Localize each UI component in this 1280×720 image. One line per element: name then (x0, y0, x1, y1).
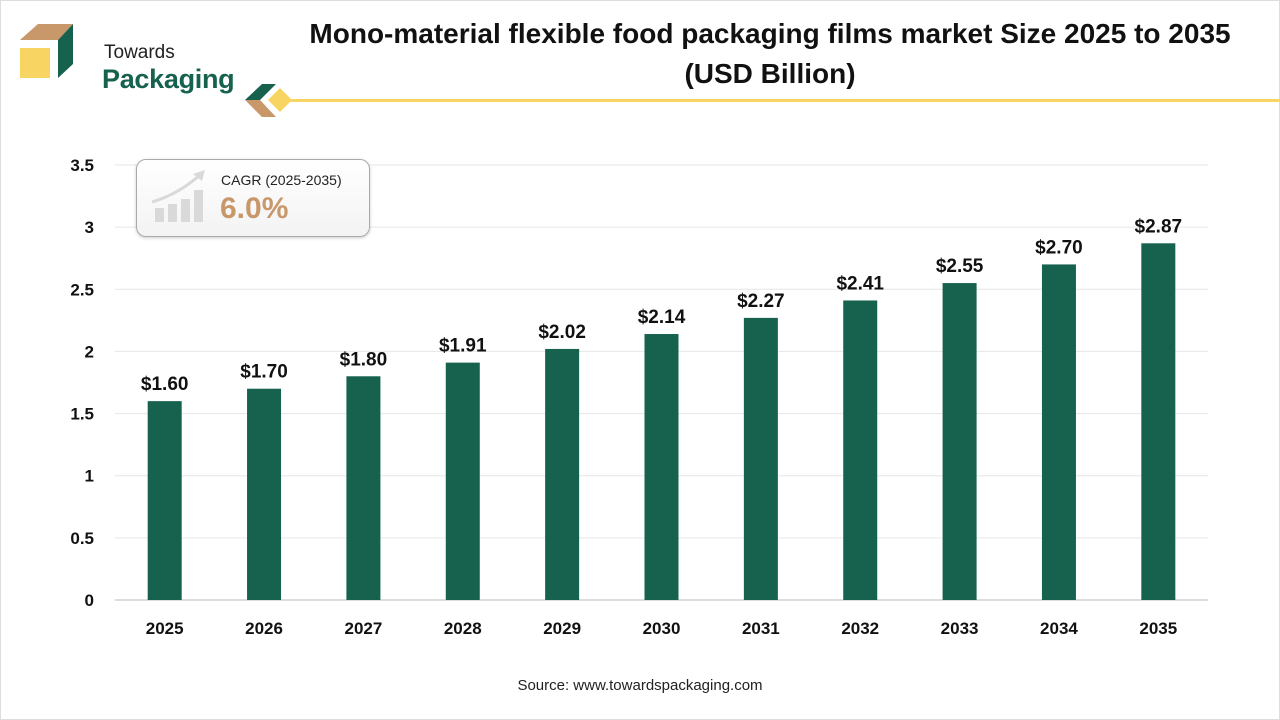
y-tick-label: 2.5 (70, 280, 94, 299)
bar (445, 362, 480, 600)
x-tick-label: 2033 (941, 619, 979, 638)
bar (545, 348, 580, 600)
cagr-value: 6.0% (220, 192, 289, 225)
x-tick-label: 2030 (643, 619, 681, 638)
y-tick-label: 3.5 (70, 156, 94, 175)
x-tick-label: 2025 (146, 619, 184, 638)
y-tick-label: 3 (85, 218, 94, 237)
bar (1141, 243, 1176, 601)
y-tick-label: 1 (85, 467, 94, 486)
x-tick-label: 2028 (444, 619, 482, 638)
data-label: $2.41 (836, 273, 884, 294)
y-tick-label: 0 (85, 591, 94, 610)
data-label: $1.60 (141, 374, 189, 395)
y-tick-label: 1.5 (70, 405, 94, 424)
x-tick-label: 2032 (841, 619, 879, 638)
growth-chart-icon (151, 170, 205, 222)
y-tick-label: 2 (85, 342, 94, 361)
data-label: $2.14 (638, 307, 686, 328)
data-label: $2.02 (538, 322, 586, 343)
x-tick-label: 2034 (1040, 619, 1078, 638)
bar (147, 401, 182, 600)
brand-line2: Packaging (102, 64, 235, 94)
cagr-label: CAGR (2025-2035) (221, 172, 342, 188)
data-label: $1.91 (439, 336, 487, 357)
bar (247, 388, 282, 600)
chart-title: Mono-material flexible food packaging fi… (309, 18, 1231, 89)
bar (743, 317, 778, 600)
brand-logo: Towards Packaging (18, 22, 238, 94)
title-underline-decoration (245, 84, 1280, 117)
data-label: $1.70 (240, 362, 288, 383)
data-label: $2.27 (737, 291, 785, 312)
cagr-box: CAGR (2025-2035) 6.0% (136, 159, 370, 237)
x-tick-label: 2026 (245, 619, 283, 638)
data-label: $2.70 (1035, 237, 1083, 258)
x-tick-label: 2035 (1139, 619, 1177, 638)
x-tick-label: 2031 (742, 619, 780, 638)
data-label: $2.87 (1135, 216, 1183, 237)
x-tick-label: 2029 (543, 619, 581, 638)
data-label: $1.80 (340, 349, 388, 370)
bar (942, 283, 977, 600)
brand-line1: Towards (104, 42, 175, 63)
box-logo-icon (20, 24, 73, 78)
bar (1041, 264, 1076, 600)
data-label: $2.55 (936, 256, 984, 277)
bar (843, 300, 878, 600)
bar (644, 334, 679, 600)
source-note: Source: www.towardspackaging.com (517, 677, 763, 694)
bar (346, 376, 381, 600)
y-tick-label: 0.5 (70, 529, 94, 548)
x-tick-label: 2027 (344, 619, 382, 638)
